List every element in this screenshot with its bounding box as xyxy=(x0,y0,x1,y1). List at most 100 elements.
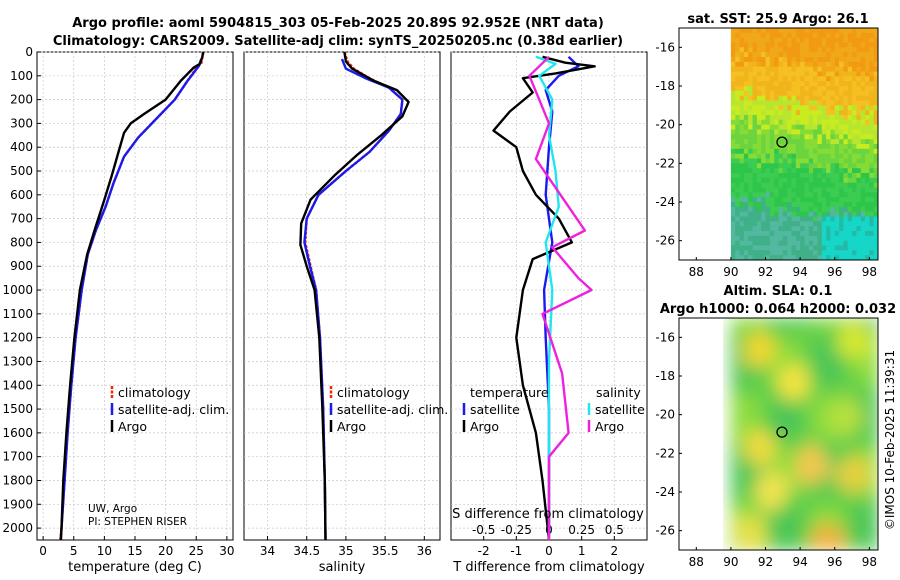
map-cell xyxy=(761,216,767,222)
y-tick-label: 300 xyxy=(10,116,33,130)
map-cell xyxy=(769,115,775,121)
map-cell xyxy=(739,434,745,440)
map-cell xyxy=(808,76,814,82)
map-cell xyxy=(782,361,788,367)
map-cell xyxy=(821,119,827,126)
map-cell xyxy=(843,182,849,189)
x-tick-label: 34.5 xyxy=(293,544,320,558)
map-cell xyxy=(730,337,736,343)
map-cell xyxy=(778,337,784,343)
map-cell xyxy=(800,434,806,440)
map-cell xyxy=(765,90,771,97)
map-cell xyxy=(817,163,823,169)
map-cell xyxy=(761,182,767,189)
map-cell xyxy=(821,458,827,464)
map-cell xyxy=(800,487,806,493)
map-cell xyxy=(800,405,806,411)
map-cell xyxy=(847,110,853,116)
map-cell xyxy=(839,419,845,425)
map-cell xyxy=(748,356,754,363)
map-cell xyxy=(756,540,762,546)
map-cell xyxy=(813,371,819,377)
map-cell xyxy=(800,424,806,430)
map-cell xyxy=(834,535,840,541)
map-cell xyxy=(748,371,754,377)
map-cell xyxy=(808,81,814,87)
map-cell xyxy=(830,322,836,329)
map-cell xyxy=(752,400,758,406)
map-cell xyxy=(821,148,827,155)
map-cell xyxy=(730,525,736,532)
map-cell xyxy=(756,429,762,435)
map-cell xyxy=(778,438,784,445)
map-cell xyxy=(804,487,810,493)
map-cell xyxy=(787,458,793,464)
map-cell xyxy=(782,153,788,160)
map-cell xyxy=(865,100,870,106)
map-cell xyxy=(761,477,767,483)
map-cell xyxy=(817,318,823,324)
map-cell xyxy=(787,521,793,527)
map-cell xyxy=(826,95,832,102)
map-cell xyxy=(765,187,771,193)
map-cell xyxy=(860,105,866,111)
map-cell xyxy=(769,235,775,242)
map-cell xyxy=(752,148,758,155)
map-cell xyxy=(839,81,845,87)
map-cell xyxy=(765,318,771,324)
map-cell xyxy=(752,115,758,121)
map-cell xyxy=(739,124,745,131)
map-cell xyxy=(839,448,845,454)
map-cell xyxy=(748,32,754,39)
map-cell xyxy=(834,66,840,73)
map-cell xyxy=(860,206,866,213)
map-cell xyxy=(756,124,762,131)
map-cell xyxy=(869,501,875,508)
map-cell xyxy=(748,202,754,208)
map-cell xyxy=(743,487,749,493)
map-cell xyxy=(735,429,741,435)
map-cell xyxy=(869,202,875,208)
map-cell xyxy=(765,28,771,34)
map-cell xyxy=(800,57,806,63)
map-cell xyxy=(821,158,827,164)
map-cell xyxy=(752,139,758,145)
map-cell xyxy=(860,81,866,87)
map-cell xyxy=(813,347,819,353)
map-cell xyxy=(774,57,780,63)
map-cell xyxy=(817,366,823,372)
map-cell xyxy=(834,390,840,396)
map-cell xyxy=(800,395,806,401)
map-cell xyxy=(800,32,806,39)
map-cell xyxy=(804,390,810,396)
map-cell xyxy=(839,429,845,435)
map-cell xyxy=(869,66,875,73)
map-cell xyxy=(743,90,749,97)
map-cell xyxy=(752,419,758,425)
map-cell xyxy=(787,380,793,387)
map-cell xyxy=(756,158,762,164)
map-cell xyxy=(800,177,806,184)
map-cell xyxy=(800,211,806,218)
map-cell xyxy=(765,139,771,145)
map-cell xyxy=(756,371,762,377)
map-cell xyxy=(826,37,832,44)
map-cell xyxy=(830,187,836,193)
legend-argo-label: Argo xyxy=(337,419,366,434)
legend-s-argo-label: Argo xyxy=(595,419,624,434)
temperature-panel: 0 5 10 15 20 25 30 010020030040050060070080090… xyxy=(2,45,234,575)
map-cell xyxy=(787,414,793,421)
map-cell xyxy=(756,395,762,401)
map-cell xyxy=(743,516,749,522)
map-cell xyxy=(735,86,741,92)
x-tick-label: 0 xyxy=(545,544,553,558)
map-cell xyxy=(800,327,806,334)
map-cell xyxy=(787,496,793,503)
map-cell xyxy=(869,168,875,174)
map-cell xyxy=(821,501,827,508)
map-cell xyxy=(782,95,788,102)
map-cell xyxy=(765,100,771,106)
map-cell xyxy=(804,414,810,421)
map-cell xyxy=(852,182,857,189)
map-cell xyxy=(856,192,862,198)
